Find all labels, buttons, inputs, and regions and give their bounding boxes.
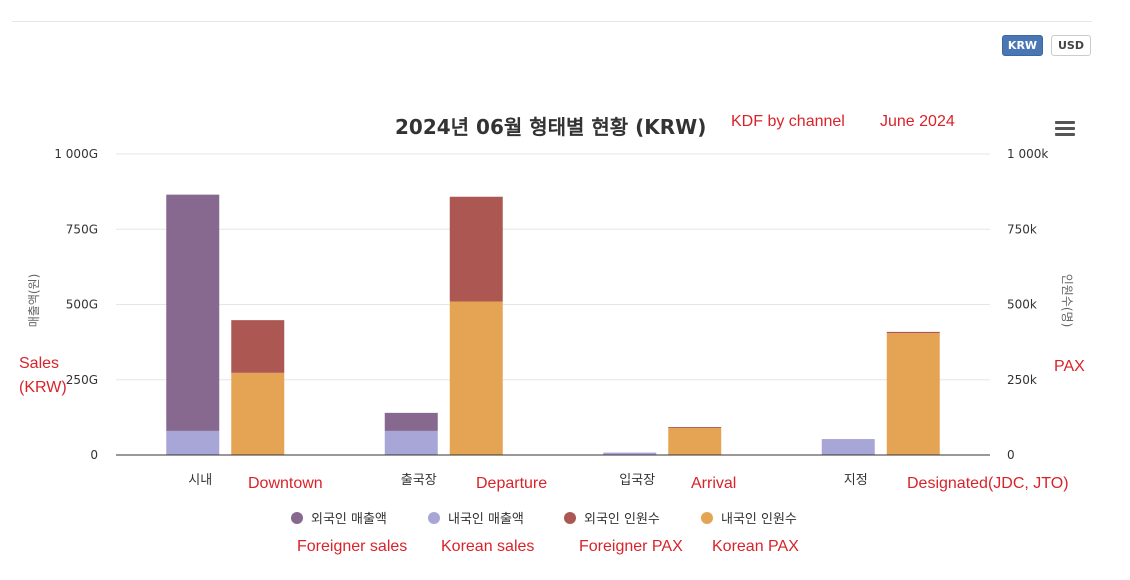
- category-annotation-downtown: Downtown: [248, 475, 323, 492]
- category-annotation-arrival: Arrival: [691, 475, 737, 492]
- y-left-axis-title: 매출액(원): [27, 274, 41, 328]
- legend-dot-icon: [428, 511, 440, 524]
- sales-axis-annotation-1: Sales: [19, 355, 60, 372]
- legend-label: 내국인 인원수: [721, 512, 797, 527]
- x-category-label: 지정: [844, 473, 868, 488]
- bar-pax-3: [886, 331, 940, 334]
- currency-krw-button[interactable]: KRW: [1002, 35, 1043, 56]
- y-right-tick-label: 500k: [1007, 298, 1037, 312]
- title-annotation-channel: KDF by channel: [731, 113, 845, 130]
- bar-pax-2: [668, 427, 722, 455]
- title-annotation-date: June 2024: [880, 113, 955, 130]
- header-divider: [12, 21, 1092, 22]
- category-annotation-departure: Departure: [476, 475, 548, 492]
- bar-sales-3: [821, 439, 875, 455]
- y-left-tick-label: 0: [90, 448, 98, 462]
- bar-pax-0: [231, 320, 285, 373]
- bar-pax-0: [231, 372, 285, 455]
- category-annotation-designated: Designated(JDC, JTO): [907, 475, 1069, 492]
- legend-item-korean-pax[interactable]: 내국인 인원수: [701, 508, 797, 527]
- legend-annotation-foreigner-sales: Foreigner sales: [297, 538, 408, 555]
- legend-item-foreigner-sales[interactable]: 외국인 매출액: [291, 508, 387, 527]
- bar-sales-1: [384, 430, 438, 455]
- legend-annotation-foreigner-pax: Foreigner PAX: [579, 538, 683, 555]
- currency-usd-button[interactable]: USD: [1051, 35, 1091, 56]
- bar-sales-1: [384, 412, 438, 431]
- legend-dot-icon: [701, 511, 713, 524]
- legend-label: 내국인 매출액: [448, 512, 524, 527]
- y-left-tick-label: 750G: [66, 222, 98, 236]
- bar-pax-3: [886, 333, 940, 455]
- y-right-tick-label: 750k: [1007, 222, 1037, 236]
- x-category-label: 출국장: [401, 473, 437, 488]
- y-right-tick-label: 250k: [1007, 373, 1037, 387]
- chart-title: 2024년 06월 형태별 현황 (KRW): [395, 115, 707, 139]
- sales-axis-annotation-2: (KRW): [19, 379, 67, 396]
- legend-dot-icon: [291, 511, 303, 524]
- bar-pax-2: [668, 427, 722, 428]
- legend-dot-icon: [564, 511, 576, 524]
- pax-axis-annotation: PAX: [1054, 358, 1085, 375]
- hamburger-menu-icon[interactable]: [1055, 121, 1075, 137]
- x-category-label: 시내: [188, 473, 212, 488]
- bar-pax-1: [449, 301, 503, 455]
- y-right-tick-label: 1 000k: [1007, 147, 1048, 161]
- legend-label: 외국인 인원수: [584, 512, 660, 527]
- y-left-tick-label: 500G: [66, 298, 98, 312]
- bar-sales-0: [166, 430, 220, 455]
- y-right-tick-label: 0: [1007, 448, 1015, 462]
- y-right-axis-title: 인원수(명): [1060, 274, 1074, 328]
- legend-item-korean-sales[interactable]: 내국인 매출액: [428, 508, 524, 527]
- bar-sales-2: [603, 452, 657, 455]
- chart-legend: 외국인 매출액 내국인 매출액 외국인 인원수 내국인 인원수: [0, 508, 1130, 530]
- legend-annotation-korean-pax: Korean PAX: [712, 538, 799, 555]
- legend-label: 외국인 매출액: [311, 512, 387, 527]
- y-left-tick-label: 250G: [66, 373, 98, 387]
- bar-sales-0: [166, 194, 220, 431]
- y-left-tick-label: 1 000G: [54, 147, 98, 161]
- legend-item-foreigner-pax[interactable]: 외국인 인원수: [564, 508, 660, 527]
- legend-annotation-korean-sales: Korean sales: [441, 538, 535, 555]
- x-category-label: 입국장: [619, 473, 655, 488]
- bar-pax-1: [449, 196, 503, 302]
